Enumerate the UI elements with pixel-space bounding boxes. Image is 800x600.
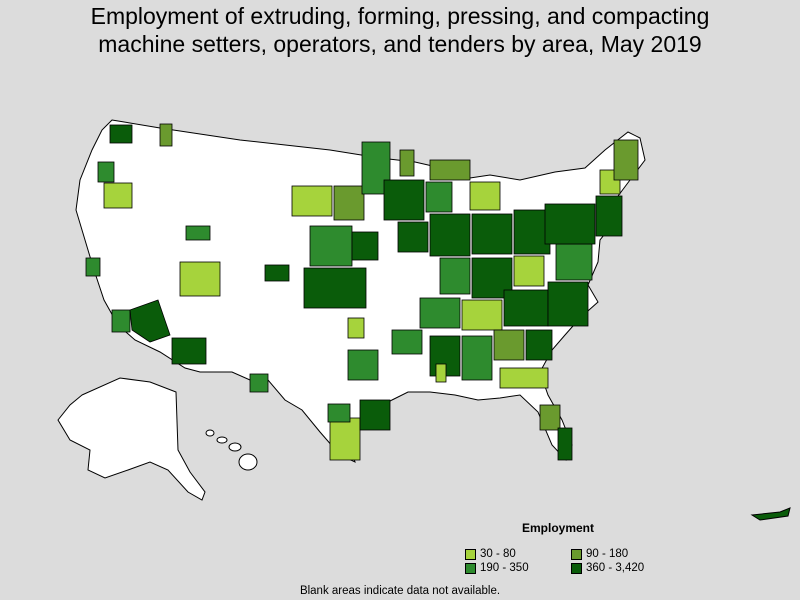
- employment-areas: [85, 123, 639, 461]
- legend-item-360-3420: 360 - 3,420: [571, 561, 644, 575]
- legend-item-90-180: 90 - 180: [571, 547, 628, 561]
- legend-label-360-3420: 360 - 3,420: [586, 562, 645, 574]
- puerto-rico-outline: [750, 507, 791, 521]
- hawaii-islands: [205, 429, 258, 471]
- legend-swatch-360-3420: [571, 562, 582, 574]
- legend-item-30-80: 30 - 80: [465, 547, 516, 561]
- legend-item-190-350: 190 - 350: [465, 561, 529, 575]
- blank-areas-note: Blank areas indicate data not available.: [299, 585, 501, 597]
- legend-label-190-350: 190 - 350: [480, 562, 529, 574]
- legend-title: Employment: [522, 521, 595, 535]
- alaska-outline: [57, 377, 206, 501]
- legend-label-90-180: 90 - 180: [586, 548, 629, 560]
- legend-swatch-190-350: [465, 562, 476, 574]
- map-title-line-1: Employment of extruding, forming, pressi…: [90, 3, 710, 29]
- map-title-line-2: machine setters, operators, and tenders …: [98, 31, 702, 57]
- legend-label-30-80: 30 - 80: [480, 548, 516, 560]
- legend-swatch-90-180: [571, 548, 582, 560]
- map-title: Employment of extruding, forming, pressi…: [0, 2, 800, 58]
- legend-swatch-30-80: [465, 548, 476, 560]
